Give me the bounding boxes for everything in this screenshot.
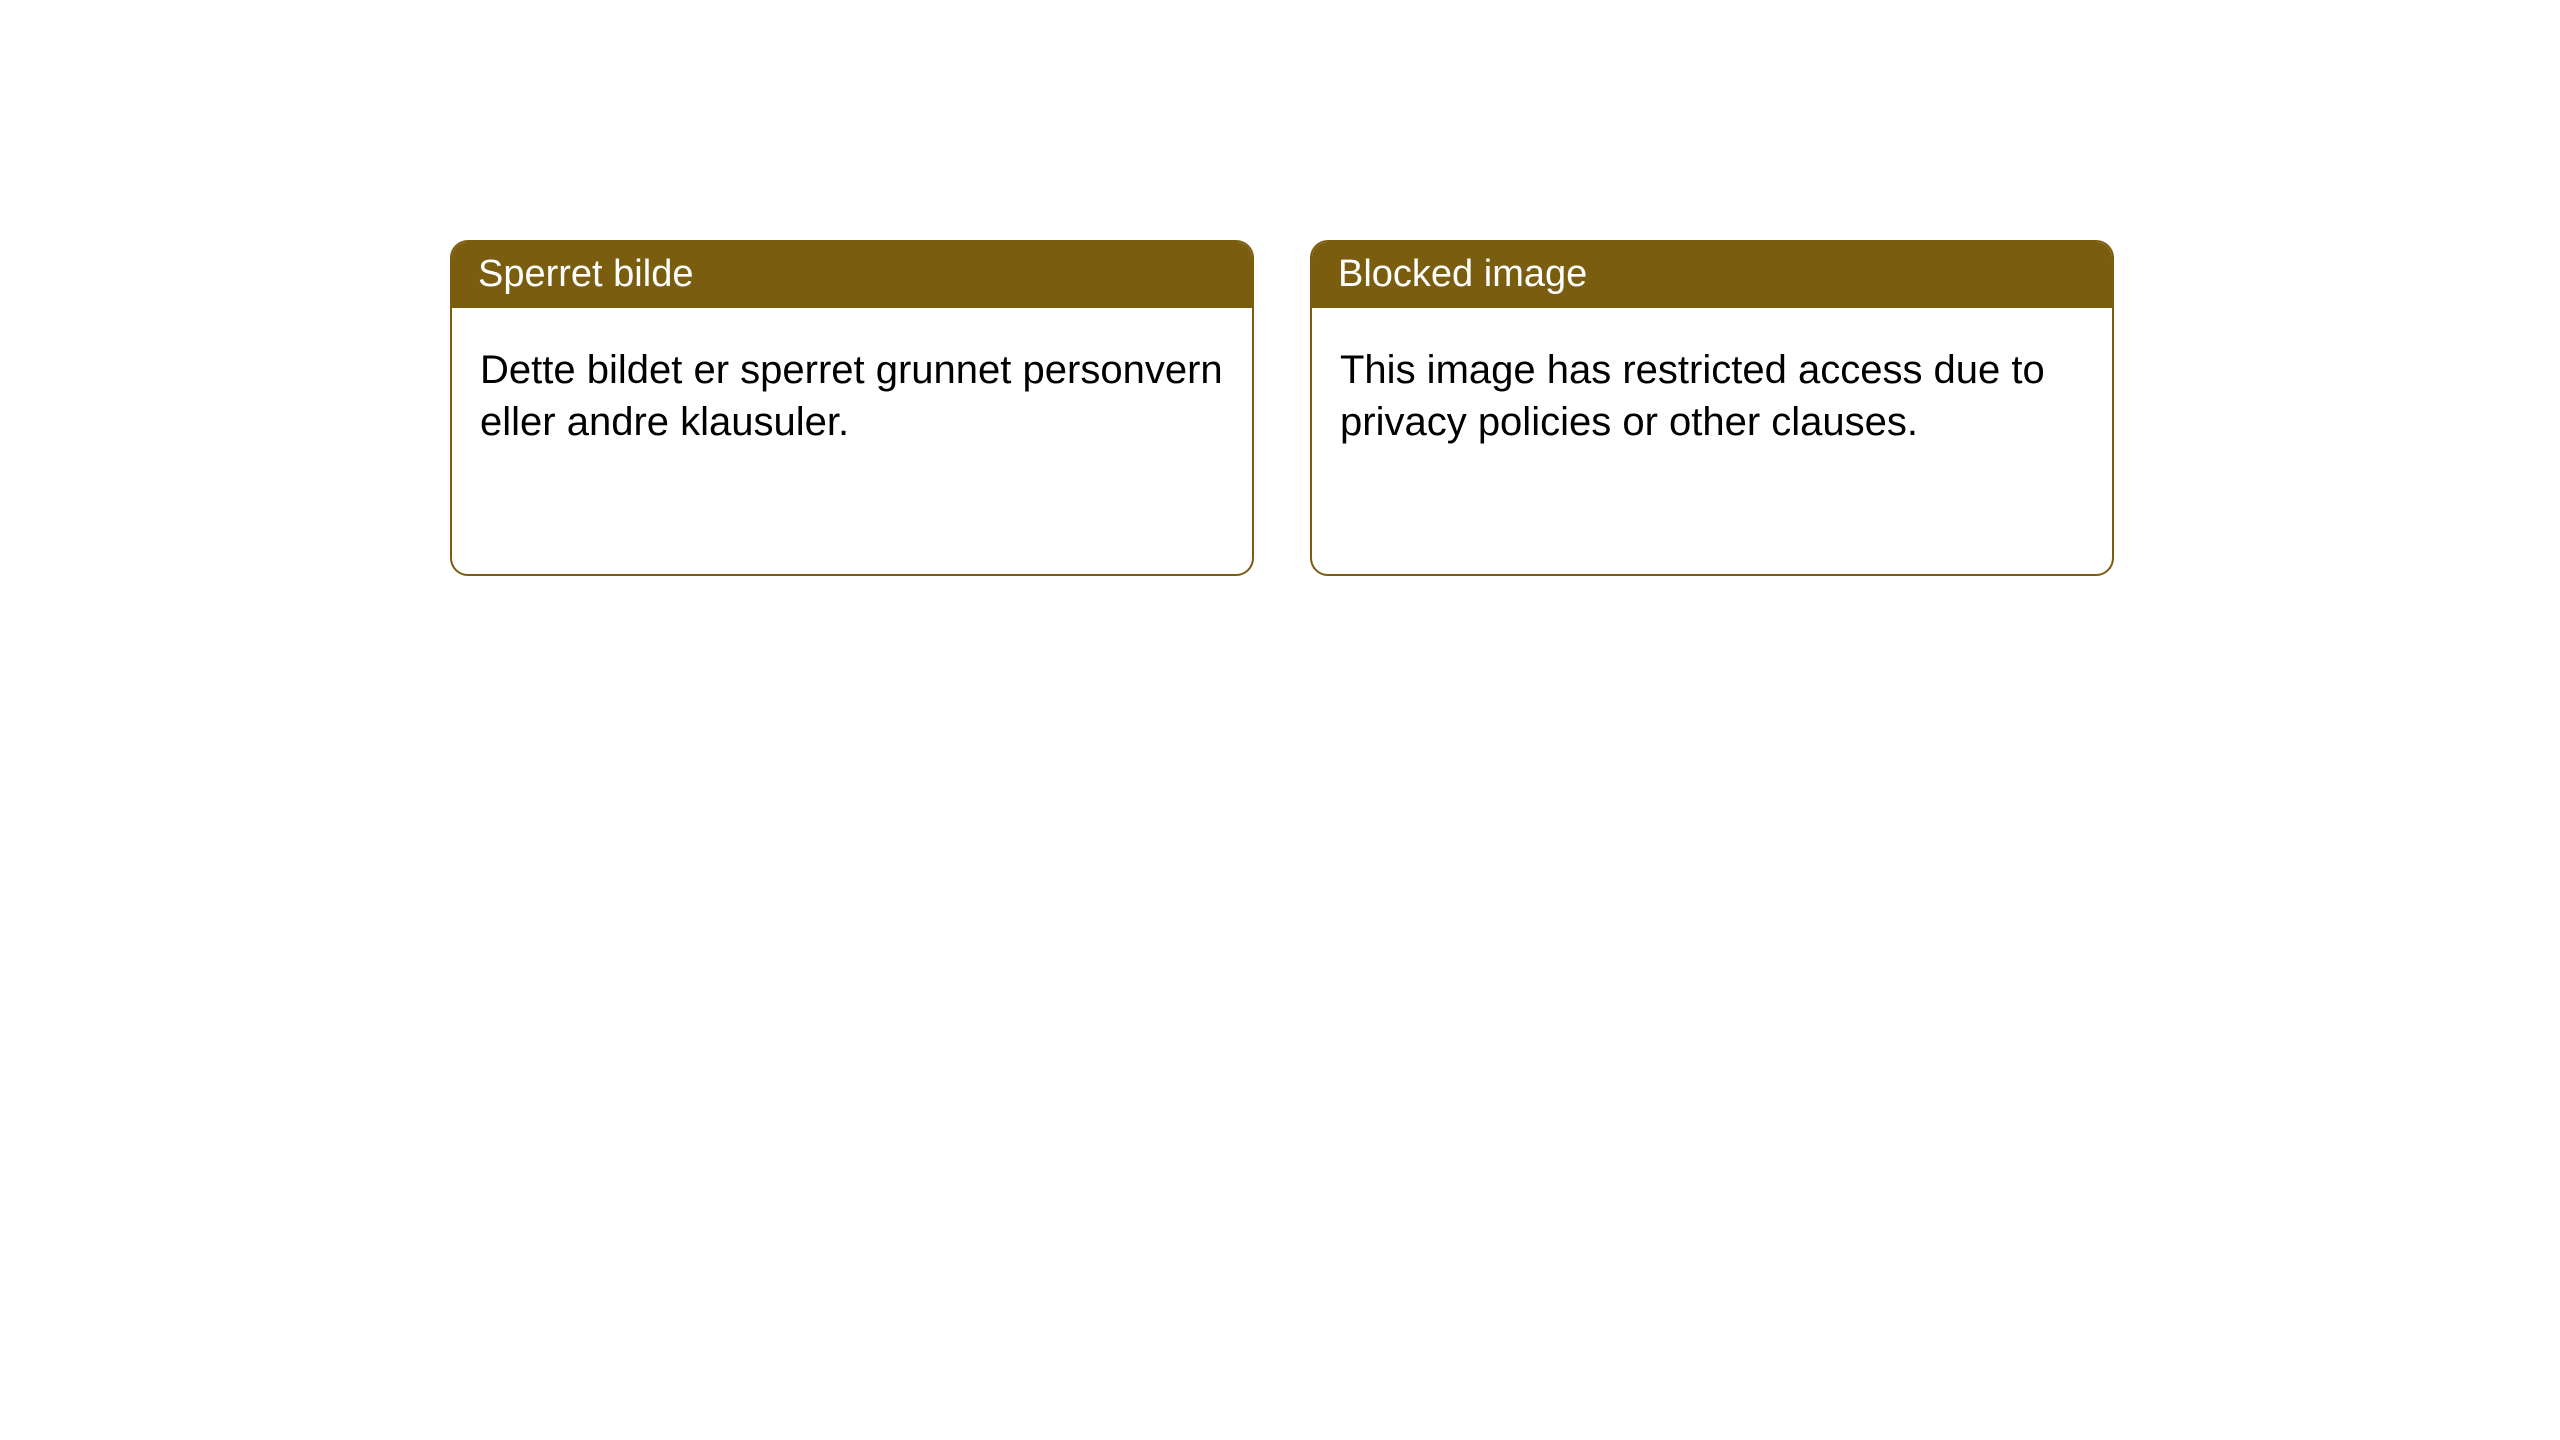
notice-card-norwegian: Sperret bilde Dette bildet er sperret gr… [450, 240, 1254, 576]
notice-title: Blocked image [1338, 253, 1587, 295]
notice-card-header: Sperret bilde [452, 242, 1252, 308]
notice-card-body: This image has restricted access due to … [1312, 308, 2112, 484]
notice-title: Sperret bilde [478, 253, 693, 295]
notice-card-body: Dette bildet er sperret grunnet personve… [452, 308, 1252, 484]
notice-card-english: Blocked image This image has restricted … [1310, 240, 2114, 576]
notice-message: Dette bildet er sperret grunnet personve… [480, 348, 1223, 444]
notice-container: Sperret bilde Dette bildet er sperret gr… [0, 0, 2560, 576]
notice-card-header: Blocked image [1312, 242, 2112, 308]
notice-message: This image has restricted access due to … [1340, 348, 2045, 444]
